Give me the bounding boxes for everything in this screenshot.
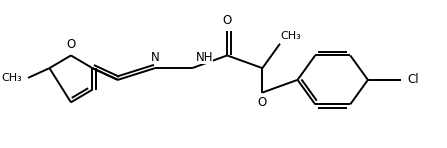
Text: N: N xyxy=(151,51,159,64)
Text: NH: NH xyxy=(196,51,214,64)
Text: CH₃: CH₃ xyxy=(280,31,301,41)
Text: Cl: Cl xyxy=(407,73,418,86)
Text: O: O xyxy=(66,38,76,51)
Text: CH₃: CH₃ xyxy=(1,73,22,83)
Text: CH₃: CH₃ xyxy=(1,73,22,83)
Text: O: O xyxy=(258,96,267,110)
Text: O: O xyxy=(223,14,232,27)
Text: O: O xyxy=(66,38,76,51)
